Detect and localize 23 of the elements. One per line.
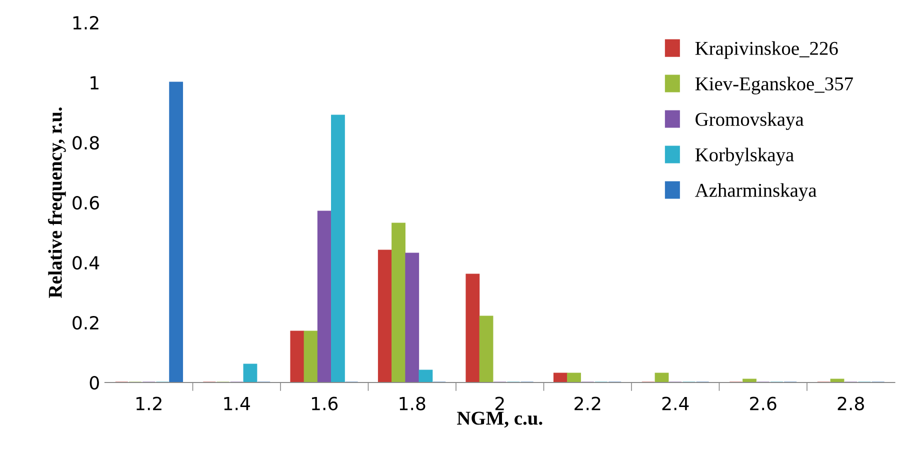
x-axis-title: NGM, c.u. (457, 412, 542, 428)
x-tick-label: 2.8 (838, 396, 864, 410)
y-tick-label: 0.6 (72, 196, 99, 210)
y-axis-title: Relative frequency, r.u. (48, 107, 66, 298)
x-tick-label: 1.4 (224, 396, 250, 410)
x-tick-label: 1.8 (400, 396, 426, 410)
x-tick-label: 2.2 (574, 396, 600, 410)
legend-label: Krapivinskoe_226 (695, 41, 838, 59)
legend-label: Kiev-Eganskoe_357 (695, 76, 853, 94)
y-tick-label: 0.4 (72, 256, 100, 270)
x-tick-label: 1.2 (136, 396, 162, 410)
x-tick-label: 2.6 (750, 396, 776, 410)
y-tick-label: 1 (90, 76, 98, 90)
y-tick-label: 0.8 (72, 136, 99, 150)
x-tick-label: 2 (495, 396, 504, 410)
legend-label: Azharminskaya (694, 183, 817, 201)
legend-label: Gromovskaya (696, 112, 804, 130)
x-tick-label: 2.4 (662, 396, 689, 410)
y-tick-label: 1.2 (73, 16, 98, 30)
legend-label: Korbylskaya (695, 148, 794, 166)
x-tick-label: 1.6 (312, 396, 338, 410)
y-tick-label: 0 (90, 376, 99, 390)
y-tick-label: 0.2 (72, 316, 98, 330)
